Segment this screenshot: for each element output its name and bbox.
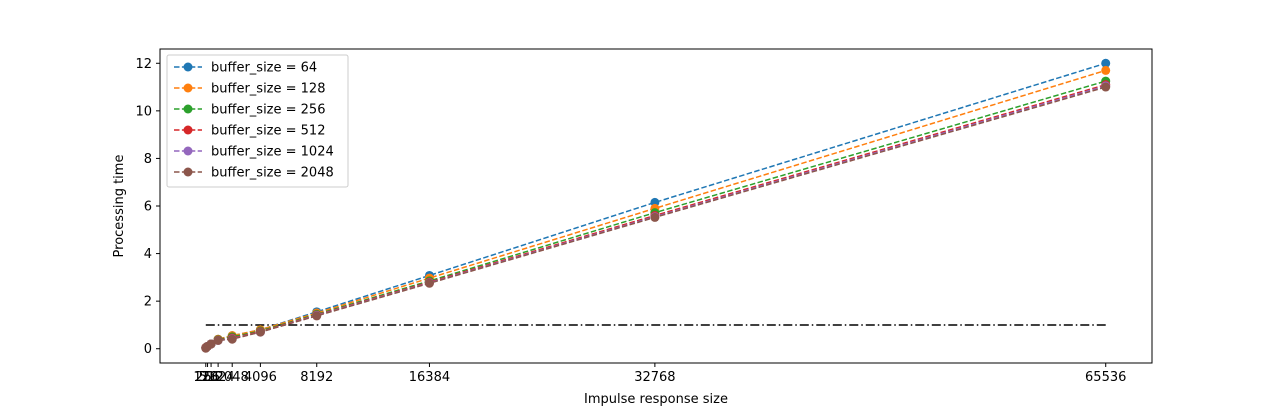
legend-swatch-marker — [183, 83, 193, 93]
x-tick-label: 8192 — [300, 370, 333, 385]
y-tick-label: 10 — [135, 104, 152, 119]
x-tick-label: 65536 — [1085, 370, 1126, 385]
y-tick-label: 12 — [135, 57, 152, 72]
y-tick-label: 2 — [144, 295, 152, 310]
legend-swatch-marker — [183, 104, 193, 114]
x-tick-label: 512 — [199, 370, 224, 385]
legend-label: buffer_size = 256 — [211, 103, 325, 118]
legend-label: buffer_size = 1024 — [211, 145, 334, 160]
x-tick-label: 32768 — [634, 370, 675, 385]
x-tick-label: 16384 — [409, 370, 450, 385]
legend-entry: buffer_size = 2048 — [174, 166, 334, 181]
legend-box — [166, 54, 349, 188]
legend-entry: buffer_size = 256 — [174, 103, 325, 118]
data-point — [650, 212, 660, 222]
y-tick-label: 4 — [144, 247, 152, 262]
legend-swatch-marker — [183, 167, 193, 177]
legend-entry: buffer_size = 512 — [174, 124, 325, 139]
legend-label: buffer_size = 64 — [211, 61, 317, 76]
legend-label: buffer_size = 2048 — [211, 166, 334, 181]
x-tick-label: 4096 — [244, 370, 277, 385]
legend-label: buffer_size = 512 — [211, 124, 325, 139]
y-tick-label: 0 — [144, 342, 152, 357]
data-point — [1101, 82, 1111, 92]
y-axis: 0 2 4 6 8 10 12 — [135, 57, 160, 357]
data-point — [424, 278, 434, 288]
data-point — [213, 335, 223, 345]
data-point — [206, 339, 216, 349]
legend-swatch-marker — [183, 62, 193, 72]
y-tick-label: 6 — [144, 200, 152, 215]
data-point — [227, 334, 237, 344]
series-5 — [201, 82, 1111, 353]
x-axis-label: Impulse response size — [584, 392, 728, 407]
x-tick-label: 1024 — [202, 370, 235, 385]
legend-swatch-marker — [183, 125, 193, 135]
legend-swatch-marker — [183, 146, 193, 156]
legend: buffer_size = 64 buffer_size = 128 buffer_… — [166, 54, 349, 188]
legend-entry: buffer_size = 128 — [174, 82, 325, 97]
data-point — [1101, 65, 1111, 75]
y-axis-label: Processing time — [112, 155, 127, 258]
legend-label: buffer_size = 128 — [211, 82, 325, 97]
legend-entry: buffer_size = 1024 — [174, 145, 334, 160]
x-tick-label: 256 — [195, 370, 220, 385]
series-layer — [201, 58, 1111, 353]
y-tick-label: 8 — [144, 152, 152, 167]
data-point — [312, 311, 322, 321]
legend-entry: buffer_size = 64 — [174, 61, 317, 76]
x-tick-label: 2048 — [216, 370, 249, 385]
x-tick-label: 128 — [193, 370, 218, 385]
data-point — [1101, 58, 1111, 68]
data-point — [255, 327, 265, 337]
